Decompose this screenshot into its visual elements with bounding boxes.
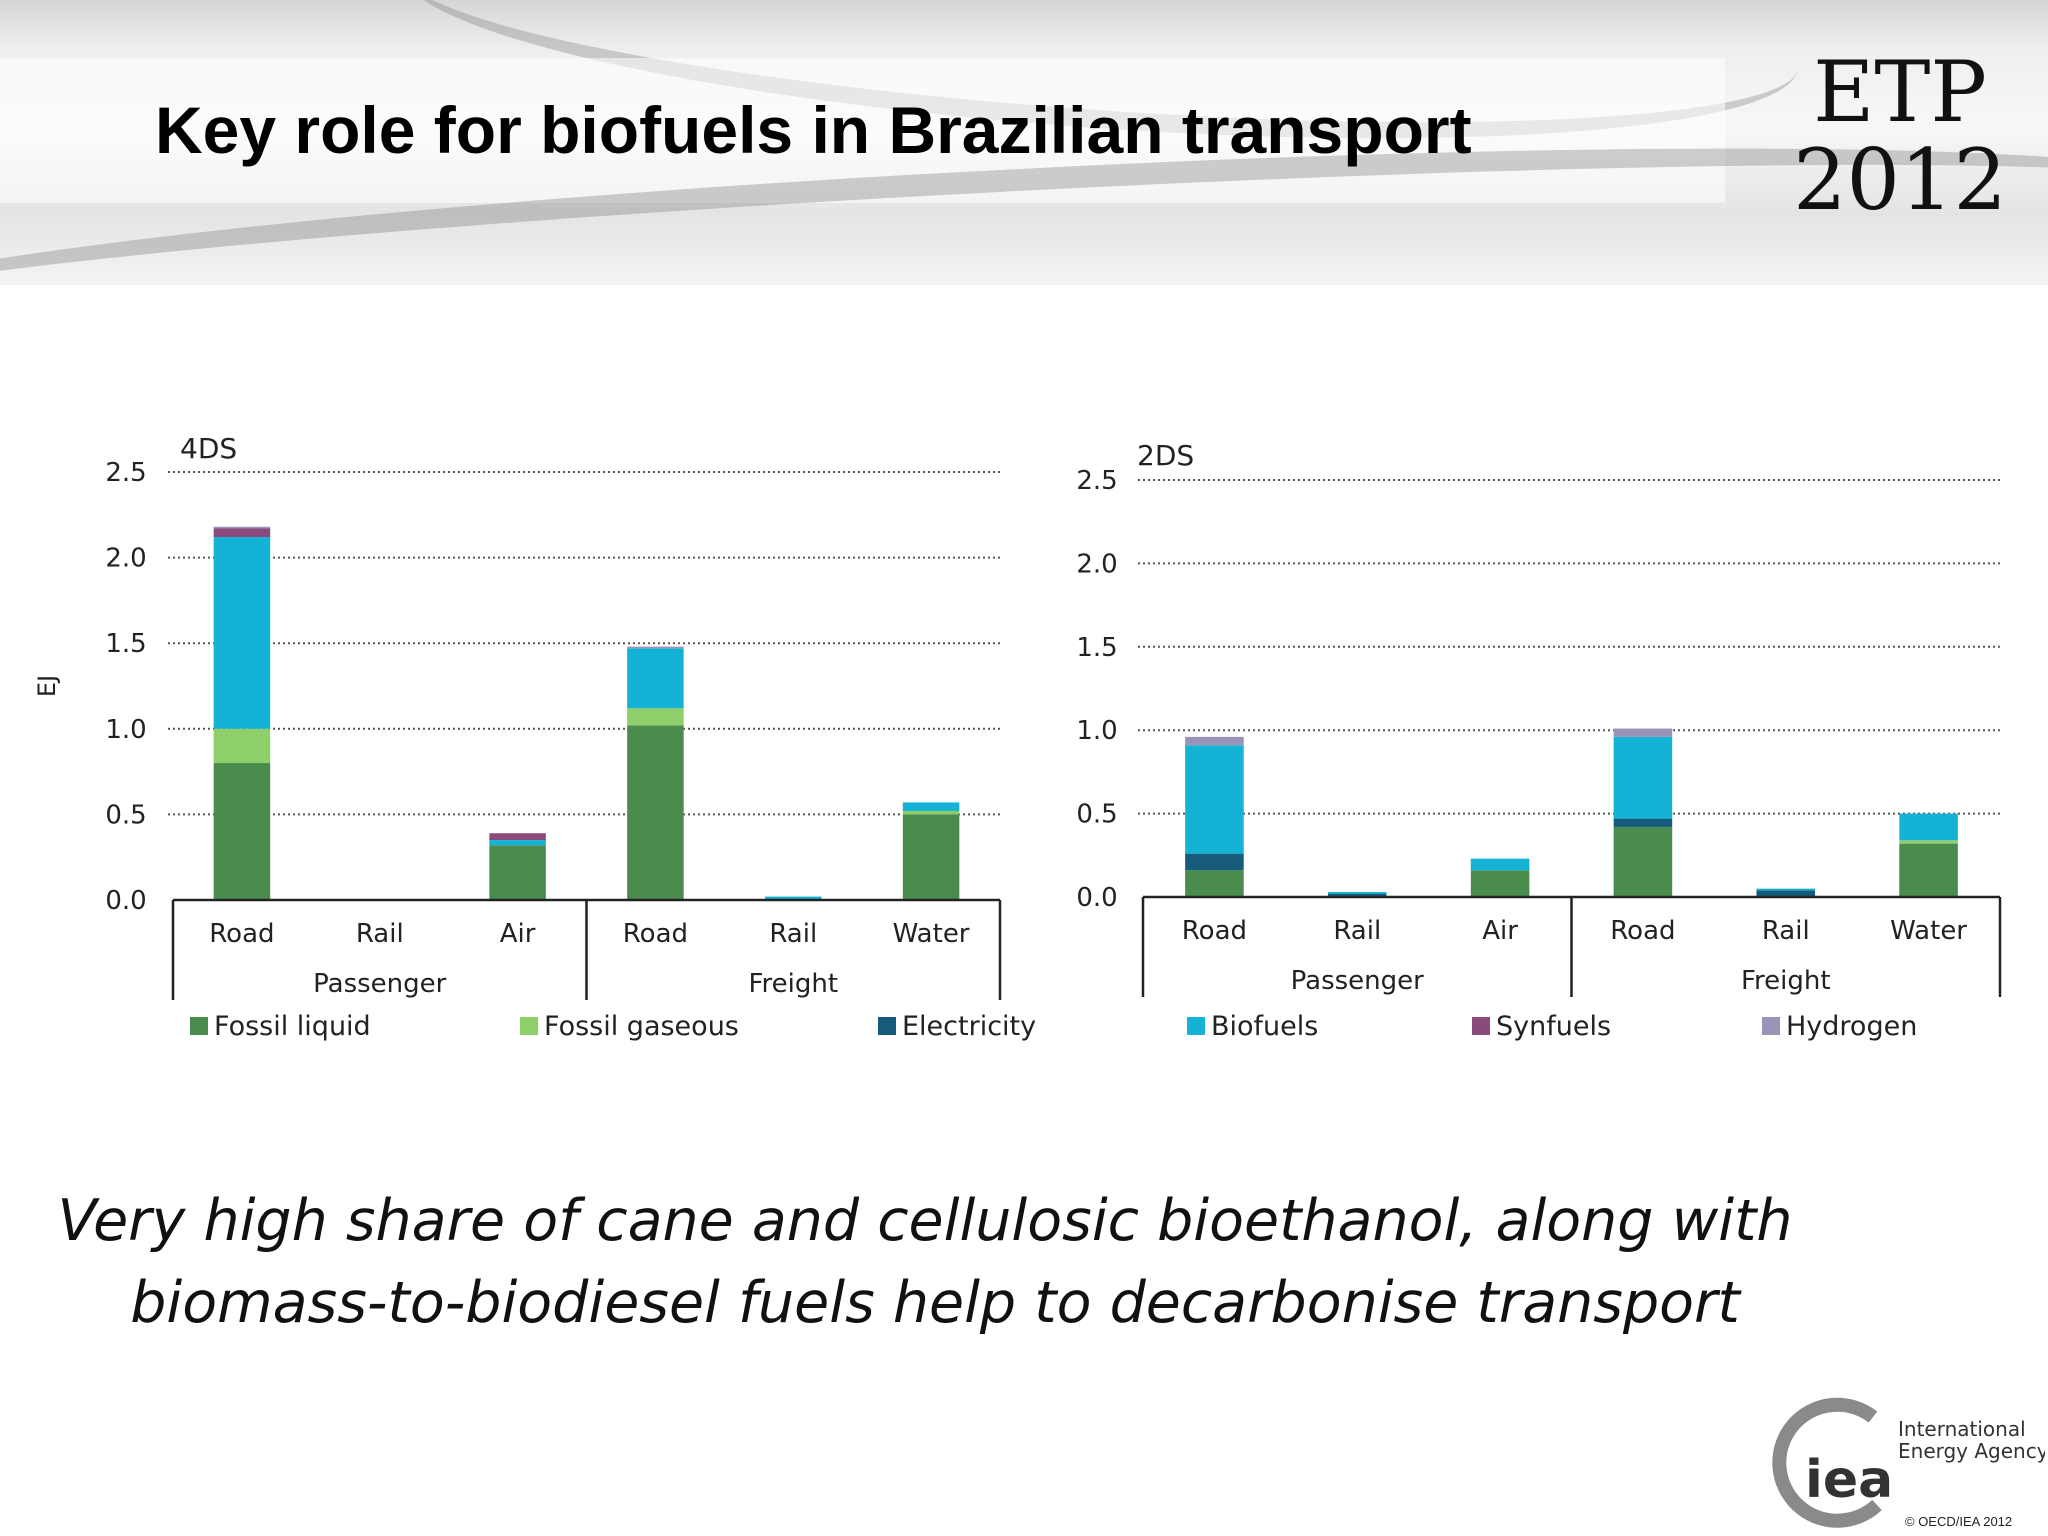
- bar-segment: [1613, 818, 1673, 827]
- y-tick-label: 0.5: [1076, 800, 1117, 830]
- x-category-label: Rail: [1762, 916, 1810, 946]
- y-axis-label: EJ: [33, 675, 61, 697]
- legend-swatch: [1472, 1017, 1490, 1035]
- caption-line-2: biomass-to-biodiesel fuels help to decar…: [130, 1270, 1740, 1336]
- bar-segment: [489, 840, 546, 846]
- bar-segment: [213, 728, 271, 764]
- y-tick-label: 1.5: [105, 629, 146, 659]
- legend-swatch: [878, 1017, 896, 1035]
- bar-segment: [1899, 840, 1958, 844]
- bar-segment: [1756, 888, 1816, 891]
- slide-caption: Very high share of cane and cellulosic b…: [0, 1180, 1870, 1344]
- y-tick-label: 2.0: [1076, 549, 1117, 579]
- chart-4ds: 4DS EJ 0.0 0.5 1.0 1.5 2.0 2.5 Road Rail Air Road Ra…: [33, 432, 1002, 1000]
- x-category-label: Road: [1182, 916, 1247, 946]
- x-category-label: Road: [209, 919, 274, 949]
- y-tick-label: 1.0: [1076, 716, 1117, 746]
- iea-logo: iea International Energy Agency: [1772, 1397, 2045, 1528]
- bar-segment: [1470, 858, 1530, 871]
- legend-label: Synfuels: [1496, 1011, 1611, 1042]
- slide-header-banner: [0, 0, 2048, 285]
- title-band: [0, 58, 1725, 203]
- bar-segment: [1613, 736, 1673, 819]
- x-category-label: Road: [623, 919, 688, 949]
- caption-line-1: Very high share of cane and cellulosic b…: [57, 1188, 1793, 1254]
- bar-segment: [764, 896, 822, 900]
- legend-label: Electricity: [902, 1011, 1036, 1042]
- bar-segment: [489, 845, 546, 900]
- x-category-label: Water: [893, 919, 970, 949]
- iea-logo-short: iea: [1805, 1450, 1893, 1510]
- legend-label: Hydrogen: [1786, 1011, 1917, 1042]
- bar-segment: [213, 528, 271, 538]
- bar-segment: [1327, 893, 1387, 897]
- x-group-label: Passenger: [1291, 966, 1425, 996]
- iea-name-line1: International: [1898, 1417, 2026, 1441]
- bar-segment: [627, 646, 684, 649]
- y-tick-label: 2.0: [105, 544, 146, 574]
- bar-segment: [1327, 891, 1387, 894]
- bar-segment: [627, 648, 684, 709]
- legend-swatch: [1187, 1017, 1205, 1035]
- legend-swatch: [1762, 1017, 1780, 1035]
- etp-logo-line1: ETP: [1813, 43, 1987, 141]
- y-tick-label: 2.5: [105, 458, 146, 488]
- bar-segment: [627, 708, 684, 726]
- iea-swirl-icon: [1772, 1397, 1882, 1528]
- chart-title: 4DS: [180, 432, 237, 465]
- x-category-label: Water: [1890, 916, 1967, 946]
- bar-segment: [1185, 853, 1244, 871]
- bar-segment: [1899, 813, 1958, 841]
- bar-segment: [1899, 843, 1958, 897]
- legend-swatch: [190, 1017, 208, 1035]
- x-group-label: Freight: [1741, 966, 1831, 996]
- bar-segment: [213, 763, 271, 900]
- legend-label: Fossil liquid: [214, 1011, 371, 1042]
- bar-segment: [902, 802, 960, 811]
- bar-segment: [1470, 870, 1530, 897]
- bar-segment: [213, 526, 271, 529]
- iea-name-line2: Energy Agency: [1898, 1439, 2045, 1463]
- bar-segment: [1756, 890, 1816, 897]
- bar-segment: [1613, 728, 1673, 737]
- bar-segment: [627, 725, 684, 900]
- legend-label: Biofuels: [1211, 1011, 1318, 1042]
- x-category-label: Air: [500, 919, 536, 949]
- etp-logo-line2: 2012: [1793, 131, 2007, 229]
- x-category-label: Rail: [356, 919, 404, 949]
- copyright-notice: © OECD/IEA 2012: [1905, 1514, 2013, 1529]
- chart-2ds: 2DS 0.0 0.5 1.0 1.5 2.0 2.5 Road Rail Air Road Rail…: [1076, 439, 2002, 997]
- bar-segment: [489, 833, 546, 841]
- bar-segment: [1185, 870, 1244, 897]
- chart-legend: Fossil liquid Fossil gaseous Electricity Bi…: [190, 1011, 1917, 1042]
- y-tick-label: 0.0: [1076, 883, 1117, 913]
- x-category-label: Rail: [769, 919, 817, 949]
- y-tick-label: 1.0: [105, 715, 146, 745]
- charts-area: 4DS EJ 0.0 0.5 1.0 1.5 2.0 2.5 Road Rail Air Road Ra…: [33, 432, 2002, 1042]
- y-tick-label: 2.5: [1076, 466, 1117, 496]
- y-tick-label: 0.0: [105, 886, 146, 916]
- bar-segment: [1185, 736, 1244, 746]
- x-group-label: Passenger: [313, 969, 447, 999]
- x-category-label: Road: [1610, 916, 1675, 946]
- etp-logo: ETP 2012: [1785, 48, 2015, 224]
- x-category-label: Rail: [1333, 916, 1381, 946]
- x-category-label: Air: [1482, 916, 1518, 946]
- legend-swatch: [520, 1017, 538, 1035]
- chart-title: 2DS: [1137, 439, 1194, 472]
- y-tick-label: 0.5: [105, 800, 146, 830]
- bar-segment: [902, 810, 960, 815]
- bar-segment: [1185, 745, 1244, 854]
- slide-title: Key role for biofuels in Brazilian trans…: [155, 93, 1472, 167]
- x-group-label: Freight: [748, 969, 838, 999]
- bar-segment: [1613, 826, 1673, 897]
- bar-segment: [213, 537, 271, 729]
- y-tick-label: 1.5: [1076, 633, 1117, 663]
- legend-label: Fossil gaseous: [544, 1011, 739, 1042]
- bar-segment: [902, 814, 960, 900]
